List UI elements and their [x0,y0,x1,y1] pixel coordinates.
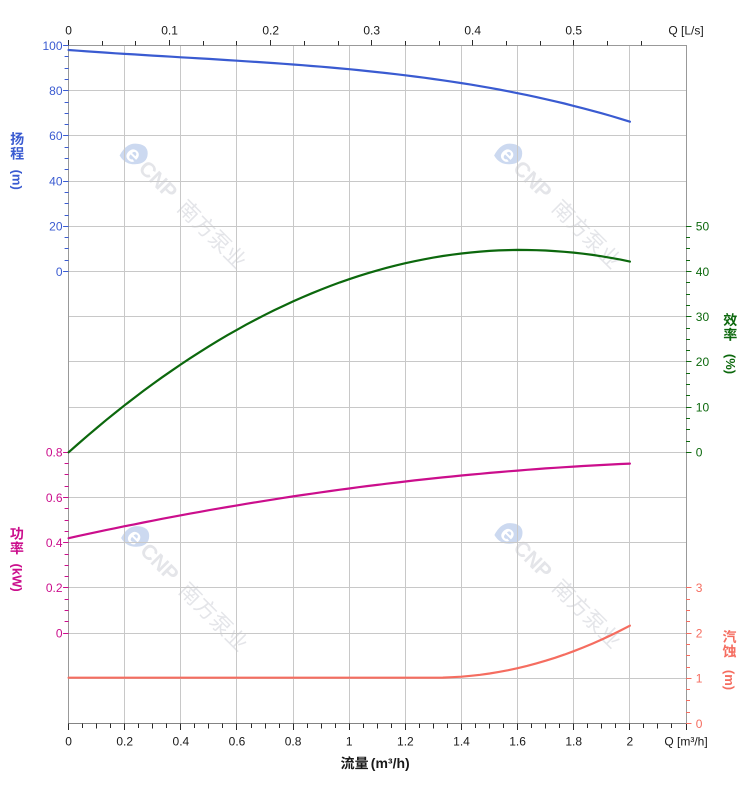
svg-text:10: 10 [696,400,710,414]
svg-text:0: 0 [65,734,72,748]
svg-text:0: 0 [696,446,703,460]
svg-text:2: 2 [627,734,634,748]
svg-text:(m): (m) [722,670,737,690]
svg-text:1.8: 1.8 [565,734,582,748]
svg-text:0.2: 0.2 [116,734,133,748]
svg-text:(kW): (kW) [9,564,24,592]
svg-text:1: 1 [696,672,703,686]
svg-text:0.2: 0.2 [262,23,279,37]
svg-text:0.4: 0.4 [173,734,190,748]
svg-text:(m): (m) [10,170,25,190]
svg-text:0: 0 [56,626,63,640]
svg-text:60: 60 [49,129,63,143]
svg-text:0: 0 [56,265,63,279]
svg-text:50: 50 [696,220,710,234]
svg-text:0.4: 0.4 [464,23,481,37]
svg-text:0.1: 0.1 [161,23,178,37]
svg-text:3: 3 [696,581,703,595]
svg-text:2: 2 [696,626,703,640]
svg-text:Q [m³/h]: Q [m³/h] [664,734,707,748]
svg-text:100: 100 [42,39,62,53]
svg-text:Q [L/s]: Q [L/s] [668,23,703,37]
svg-text:1.6: 1.6 [509,734,526,748]
svg-text:0.3: 0.3 [363,23,380,37]
svg-text:30: 30 [696,310,710,324]
svg-text:0: 0 [65,23,72,37]
svg-text:0.6: 0.6 [46,491,63,505]
svg-text:0: 0 [696,717,703,731]
svg-text:0.8: 0.8 [285,734,302,748]
svg-text:0.8: 0.8 [46,446,63,460]
svg-text:0.6: 0.6 [229,734,246,748]
svg-text:0.5: 0.5 [565,23,582,37]
svg-text:0.2: 0.2 [46,581,63,595]
svg-text:20: 20 [49,220,63,234]
svg-text:1: 1 [346,734,353,748]
svg-text:1.2: 1.2 [397,734,414,748]
svg-text:(m³/h): (m³/h) [371,755,410,771]
svg-text:0.4: 0.4 [46,536,63,550]
svg-text:(%): (%) [723,354,738,374]
svg-text:80: 80 [49,84,63,98]
svg-text:20: 20 [696,355,710,369]
svg-text:40: 40 [696,265,710,279]
svg-text:1.4: 1.4 [453,734,470,748]
svg-text:40: 40 [49,174,63,188]
